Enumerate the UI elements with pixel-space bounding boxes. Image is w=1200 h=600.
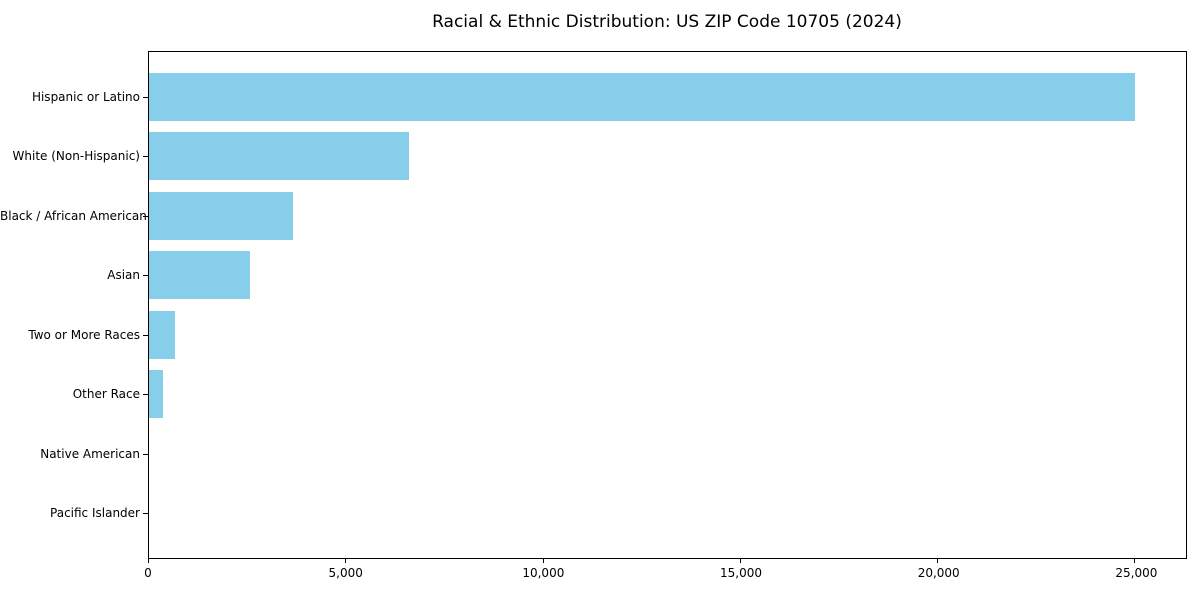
- ytick-label-hispanic-or-latino: Hispanic or Latino: [31, 89, 140, 104]
- bar-two-or-more-races: [149, 310, 176, 359]
- xtick-mark: [148, 559, 149, 563]
- ytick-label-pacific-islander: Pacific Islander: [50, 506, 140, 521]
- ytick-label-native-american: Native American: [40, 446, 140, 461]
- ytick-mark: [143, 334, 148, 336]
- xtick-mark: [937, 559, 939, 563]
- bar-asian: [149, 251, 250, 300]
- xtick-mark: [1134, 559, 1136, 563]
- xtick-label-15000: 15,000: [720, 566, 763, 580]
- ytick-label-two-or-more-races: Two or More Races: [28, 327, 140, 342]
- ytick-mark: [143, 394, 148, 396]
- xtick-mark: [345, 559, 347, 563]
- x-axis-labels: 0 5,000 10,000 15,000 20,000 25,000: [144, 566, 1187, 584]
- xtick-label-10000: 10,000: [522, 566, 565, 580]
- ytick-label-asian: Asian: [107, 268, 140, 283]
- xtick-label-0: 0: [144, 566, 152, 580]
- ytick-mark: [143, 513, 148, 515]
- bar-black-african-american: [149, 191, 293, 240]
- xtick-label-5000: 5,000: [328, 566, 363, 580]
- ytick-label-black-african-american: Black / African American: [0, 208, 147, 223]
- ytick-mark: [143, 275, 148, 277]
- y-axis-labels: Hispanic or Latino White (Non-Hispanic) Bl…: [0, 51, 147, 559]
- ytick-mark: [143, 453, 148, 455]
- xtick-label-20000: 20,000: [917, 566, 960, 580]
- bar-hispanic-or-latino: [149, 72, 1136, 121]
- ytick-mark: [143, 96, 148, 98]
- bar-other-race: [149, 370, 164, 419]
- ytick-label-white-non-hispanic: White (Non-Hispanic): [12, 149, 140, 164]
- plot-area: [148, 51, 1187, 559]
- ytick-mark: [143, 215, 148, 217]
- xtick-mark: [542, 559, 544, 563]
- xtick-label-25000: 25,000: [1115, 566, 1158, 580]
- bar-white-non-hispanic: [149, 132, 410, 181]
- xtick-mark: [739, 559, 741, 563]
- ytick-mark: [143, 156, 148, 158]
- chart-title: Racial & Ethnic Distribution: US ZIP Cod…: [432, 12, 902, 32]
- ytick-label-other-race: Other Race: [72, 387, 140, 402]
